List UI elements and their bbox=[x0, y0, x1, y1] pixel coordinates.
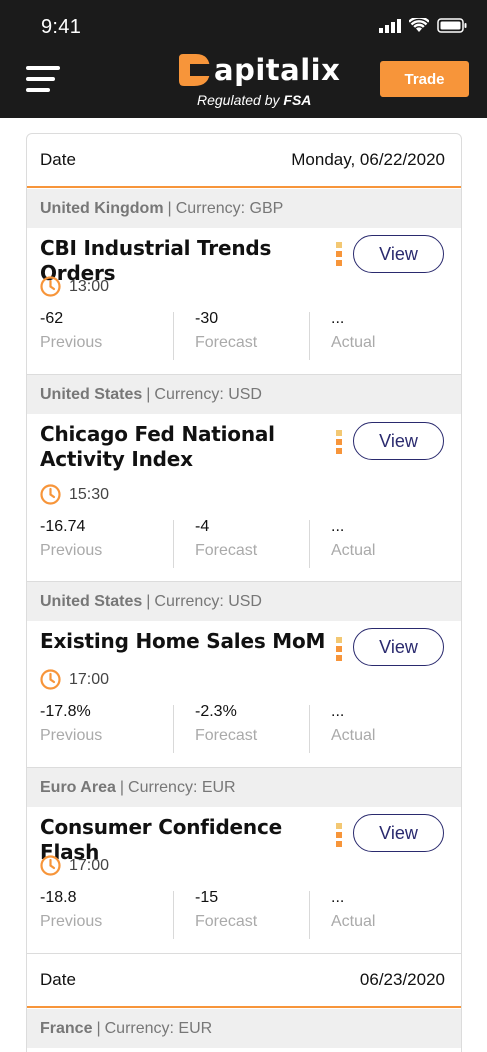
regulator-name: FSA bbox=[283, 92, 312, 108]
date-label: Date bbox=[40, 970, 76, 989]
event-title: Consumer Confidence Flash bbox=[40, 815, 282, 864]
region-row: Euro Area | Currency: EUR bbox=[27, 768, 461, 807]
view-button[interactable]: View bbox=[353, 628, 444, 666]
event-stats: -17.8% Previous -2.3% Forecast ... Actual bbox=[27, 703, 461, 755]
date-row: Date Monday, 06/22/2020 bbox=[27, 134, 461, 188]
date-label: Date bbox=[40, 150, 76, 169]
stat-previous: -17.8% Previous bbox=[40, 703, 103, 744]
brand-logo: apitalix bbox=[176, 50, 340, 90]
currency-label: Currency: EUR bbox=[104, 1019, 213, 1037]
impact-indicator bbox=[336, 637, 342, 664]
regulation-note: Regulated by FSA bbox=[197, 92, 311, 108]
impact-indicator bbox=[336, 823, 342, 850]
stat-previous: -18.8 Previous bbox=[40, 889, 103, 930]
event-stats: -62 Previous -30 Forecast ... Actual bbox=[27, 310, 461, 362]
region-row: United States | Currency: USD bbox=[27, 375, 461, 414]
date-value: Monday, 06/22/2020 bbox=[291, 150, 445, 169]
country-name: United States bbox=[40, 385, 143, 403]
event-item: Existing Home Sales MoM View 17:00 -17.8… bbox=[27, 621, 461, 766]
stat-actual: ... Actual bbox=[331, 889, 376, 930]
impact-indicator bbox=[336, 430, 342, 457]
stat-forecast: -30 Forecast bbox=[195, 310, 258, 351]
clock-icon bbox=[40, 276, 61, 297]
signal-icon bbox=[379, 18, 401, 38]
event-time: 17:00 bbox=[40, 669, 109, 690]
date-row: Date 06/23/2020 bbox=[27, 954, 461, 1008]
regulated-prefix: Regulated by bbox=[197, 92, 280, 108]
currency-label: Currency: USD bbox=[154, 385, 262, 403]
currency-label: Currency: USD bbox=[154, 592, 262, 610]
trade-button[interactable]: Trade bbox=[380, 61, 469, 97]
battery-icon bbox=[437, 18, 467, 38]
impact-indicator bbox=[336, 242, 342, 269]
stat-forecast: -15 Forecast bbox=[195, 889, 258, 930]
wifi-icon bbox=[408, 16, 430, 38]
menu-icon[interactable] bbox=[26, 66, 60, 94]
view-button[interactable]: View bbox=[353, 235, 444, 273]
region-row: United States | Currency: USD bbox=[27, 582, 461, 621]
stat-previous: -16.74 Previous bbox=[40, 518, 103, 559]
date-value: 06/23/2020 bbox=[359, 970, 445, 989]
region-row: United Kingdom | Currency: GBP bbox=[27, 189, 461, 228]
event-title: Chicago Fed National Activity Index bbox=[40, 422, 275, 471]
clock-icon bbox=[40, 484, 61, 505]
clock-icon bbox=[40, 669, 61, 690]
status-time: 9:41 bbox=[41, 16, 82, 38]
time-value: 15:30 bbox=[69, 485, 110, 503]
event-time: 17:00 bbox=[40, 855, 109, 876]
event-stats: -16.74 Previous -4 Forecast ... Actual bbox=[27, 518, 461, 570]
economic-calendar-card: Date Monday, 06/22/2020 United Kingdom |… bbox=[26, 133, 462, 1052]
time-value: 17:00 bbox=[69, 856, 110, 874]
time-value: 17:00 bbox=[69, 670, 110, 688]
event-time: 15:30 bbox=[40, 484, 109, 505]
event-item: CBI Industrial Trends Orders View 13:00 … bbox=[27, 228, 461, 373]
country-name: France bbox=[40, 1019, 93, 1037]
stat-forecast: -4 Forecast bbox=[195, 518, 258, 559]
event-title: Existing Home Sales MoM bbox=[40, 629, 326, 653]
view-button[interactable]: View bbox=[353, 422, 444, 460]
stat-actual: ... Actual bbox=[331, 703, 376, 744]
country-name: Euro Area bbox=[40, 778, 116, 796]
event-time: 13:00 bbox=[40, 276, 109, 297]
logo-c-icon bbox=[176, 52, 212, 88]
clock-icon bbox=[40, 855, 61, 876]
event-stats: -18.8 Previous -15 Forecast ... Actual bbox=[27, 889, 461, 941]
region-row: France | Currency: EUR bbox=[27, 1009, 461, 1048]
logo-text: apitalix bbox=[214, 53, 341, 87]
currency-label: Currency: EUR bbox=[128, 778, 236, 796]
event-title: CBI Industrial Trends Orders bbox=[40, 236, 272, 285]
event-item: Consumer Confidence Flash View 17:00 -18… bbox=[27, 807, 461, 952]
status-icons bbox=[379, 16, 467, 38]
time-value: 13:00 bbox=[69, 277, 110, 295]
stat-previous: -62 Previous bbox=[40, 310, 103, 351]
view-button[interactable]: View bbox=[353, 814, 444, 852]
currency-label: Currency: GBP bbox=[175, 199, 284, 217]
stat-forecast: -2.3% Forecast bbox=[195, 703, 258, 744]
stat-actual: ... Actual bbox=[331, 518, 376, 559]
event-item: Chicago Fed National Activity Index View… bbox=[27, 414, 461, 580]
app-header: 9:41 apitalix Regulated by FSA Trade bbox=[0, 0, 487, 118]
country-name: United States bbox=[40, 592, 143, 610]
stat-actual: ... Actual bbox=[331, 310, 376, 351]
country-name: United Kingdom bbox=[40, 199, 164, 217]
